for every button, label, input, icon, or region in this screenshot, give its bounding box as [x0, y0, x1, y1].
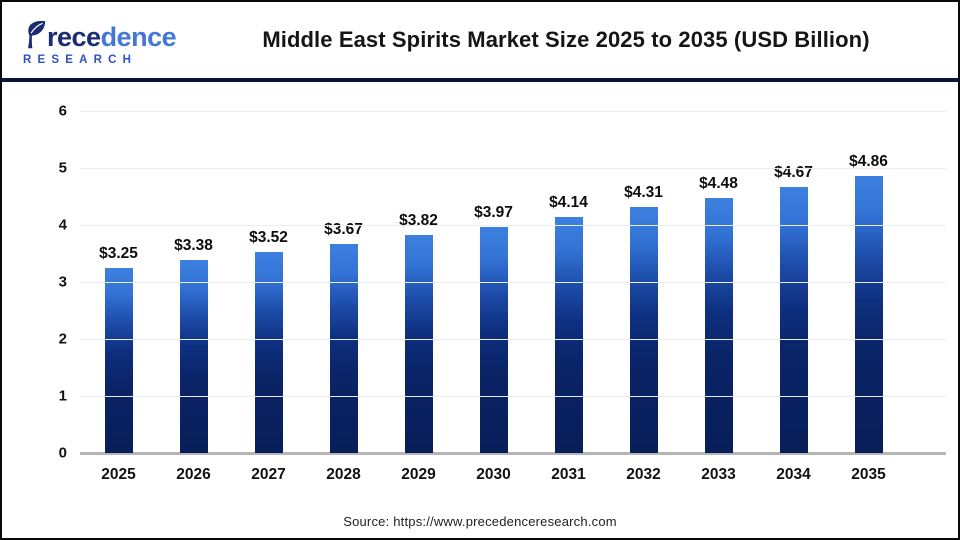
- y-tick-label: 2: [58, 330, 67, 348]
- bar-slot: $4.67: [756, 164, 831, 453]
- y-tick-label: 5: [58, 159, 67, 177]
- x-tick-label: 2025: [101, 466, 136, 483]
- x-tick-label: 2027: [251, 466, 286, 483]
- y-tick-label: 1: [58, 387, 67, 405]
- bar: [854, 175, 883, 453]
- x-tick-label: 2035: [851, 466, 886, 483]
- bar-slot: $3.25: [81, 245, 156, 453]
- plot-area: $3.25 $3.38 $3.52 $3.67 $3.82 $3.97 $4.14 $4.31…: [59, 104, 946, 461]
- gridline: [80, 111, 946, 112]
- bar-slot: $3.67: [306, 221, 381, 453]
- x-tick-label: 2034: [776, 466, 811, 483]
- bar: [404, 235, 433, 453]
- y-tick-label: 4: [58, 216, 67, 234]
- bar-value-label: $4.48: [699, 174, 738, 192]
- bar-value-label: $4.14: [549, 194, 588, 212]
- bar-slot: $4.48: [681, 175, 756, 453]
- gridline: [80, 225, 946, 226]
- gridline: [80, 396, 946, 397]
- bar-slot: $3.52: [231, 229, 306, 453]
- x-axis-baseline: [80, 452, 946, 455]
- bar-chart: $3.25 $3.38 $3.52 $3.67 $3.82 $3.97 $4.14 $4.31…: [2, 82, 958, 538]
- header-divider: [2, 78, 958, 82]
- bar-slot: $3.38: [156, 237, 231, 453]
- brand-wordmark-light: dence: [100, 22, 177, 52]
- bar: [254, 252, 283, 453]
- x-tick-label: 2032: [626, 466, 661, 483]
- x-tick-label: 2033: [701, 466, 736, 483]
- bar-value-label: $4.67: [774, 163, 813, 181]
- bar-value-label: $3.67: [324, 220, 363, 238]
- bar-slot: $4.14: [531, 194, 606, 453]
- bar-value-label: $4.31: [624, 184, 663, 202]
- bar: [329, 243, 358, 453]
- bar-value-label: $3.25: [99, 244, 138, 262]
- bar-value-label: $3.82: [399, 212, 438, 230]
- gridline: [80, 282, 946, 283]
- bar-value-label: $4.86: [849, 152, 888, 170]
- brand-logo: recedence RESEARCH: [22, 14, 198, 66]
- source-caption: Source: https://www.precedenceresearch.c…: [343, 514, 617, 529]
- bar-slot: $3.82: [381, 212, 456, 453]
- bar: [554, 217, 583, 453]
- x-tick-label: 2028: [326, 466, 361, 483]
- brand-wordmark: recedence: [47, 22, 177, 52]
- y-tick-label: 6: [58, 102, 67, 120]
- brand-tagline: RESEARCH: [23, 54, 138, 66]
- x-tick-label: 2030: [476, 466, 511, 483]
- chart-title: Middle East Spirits Market Size 2025 to …: [262, 27, 870, 52]
- bar: [704, 197, 733, 453]
- header: recedence RESEARCH Middle East Spirits M…: [2, 2, 958, 78]
- bar-slot: $4.31: [606, 184, 681, 453]
- leaf-p-logomark-icon: [28, 20, 46, 49]
- bar-slot: $4.86: [831, 153, 906, 453]
- bar-value-label: $3.38: [174, 237, 213, 255]
- bar: [104, 267, 133, 453]
- y-tick-label: 0: [58, 444, 67, 462]
- bar: [779, 186, 808, 453]
- gridline: [80, 339, 946, 340]
- x-tick-label: 2031: [551, 466, 586, 483]
- bar-slot: $3.97: [456, 204, 531, 453]
- brand-wordmark-dark: rece: [47, 22, 101, 52]
- bars-container: $3.25 $3.38 $3.52 $3.67 $3.82 $3.97 $4.14 $4.31…: [81, 111, 906, 453]
- x-tick-label: 2026: [176, 466, 211, 483]
- bar-value-label: $3.52: [249, 229, 288, 247]
- bar: [179, 260, 208, 453]
- bar: [629, 207, 658, 453]
- y-tick-label: 3: [58, 273, 67, 291]
- gridline: [80, 168, 946, 169]
- bar-value-label: $3.97: [474, 203, 513, 221]
- x-tick-label: 2029: [401, 466, 436, 483]
- x-axis-labels: 2025 2026 2027 2028 2029 2030 2031 2032 2033 2034…: [81, 466, 906, 484]
